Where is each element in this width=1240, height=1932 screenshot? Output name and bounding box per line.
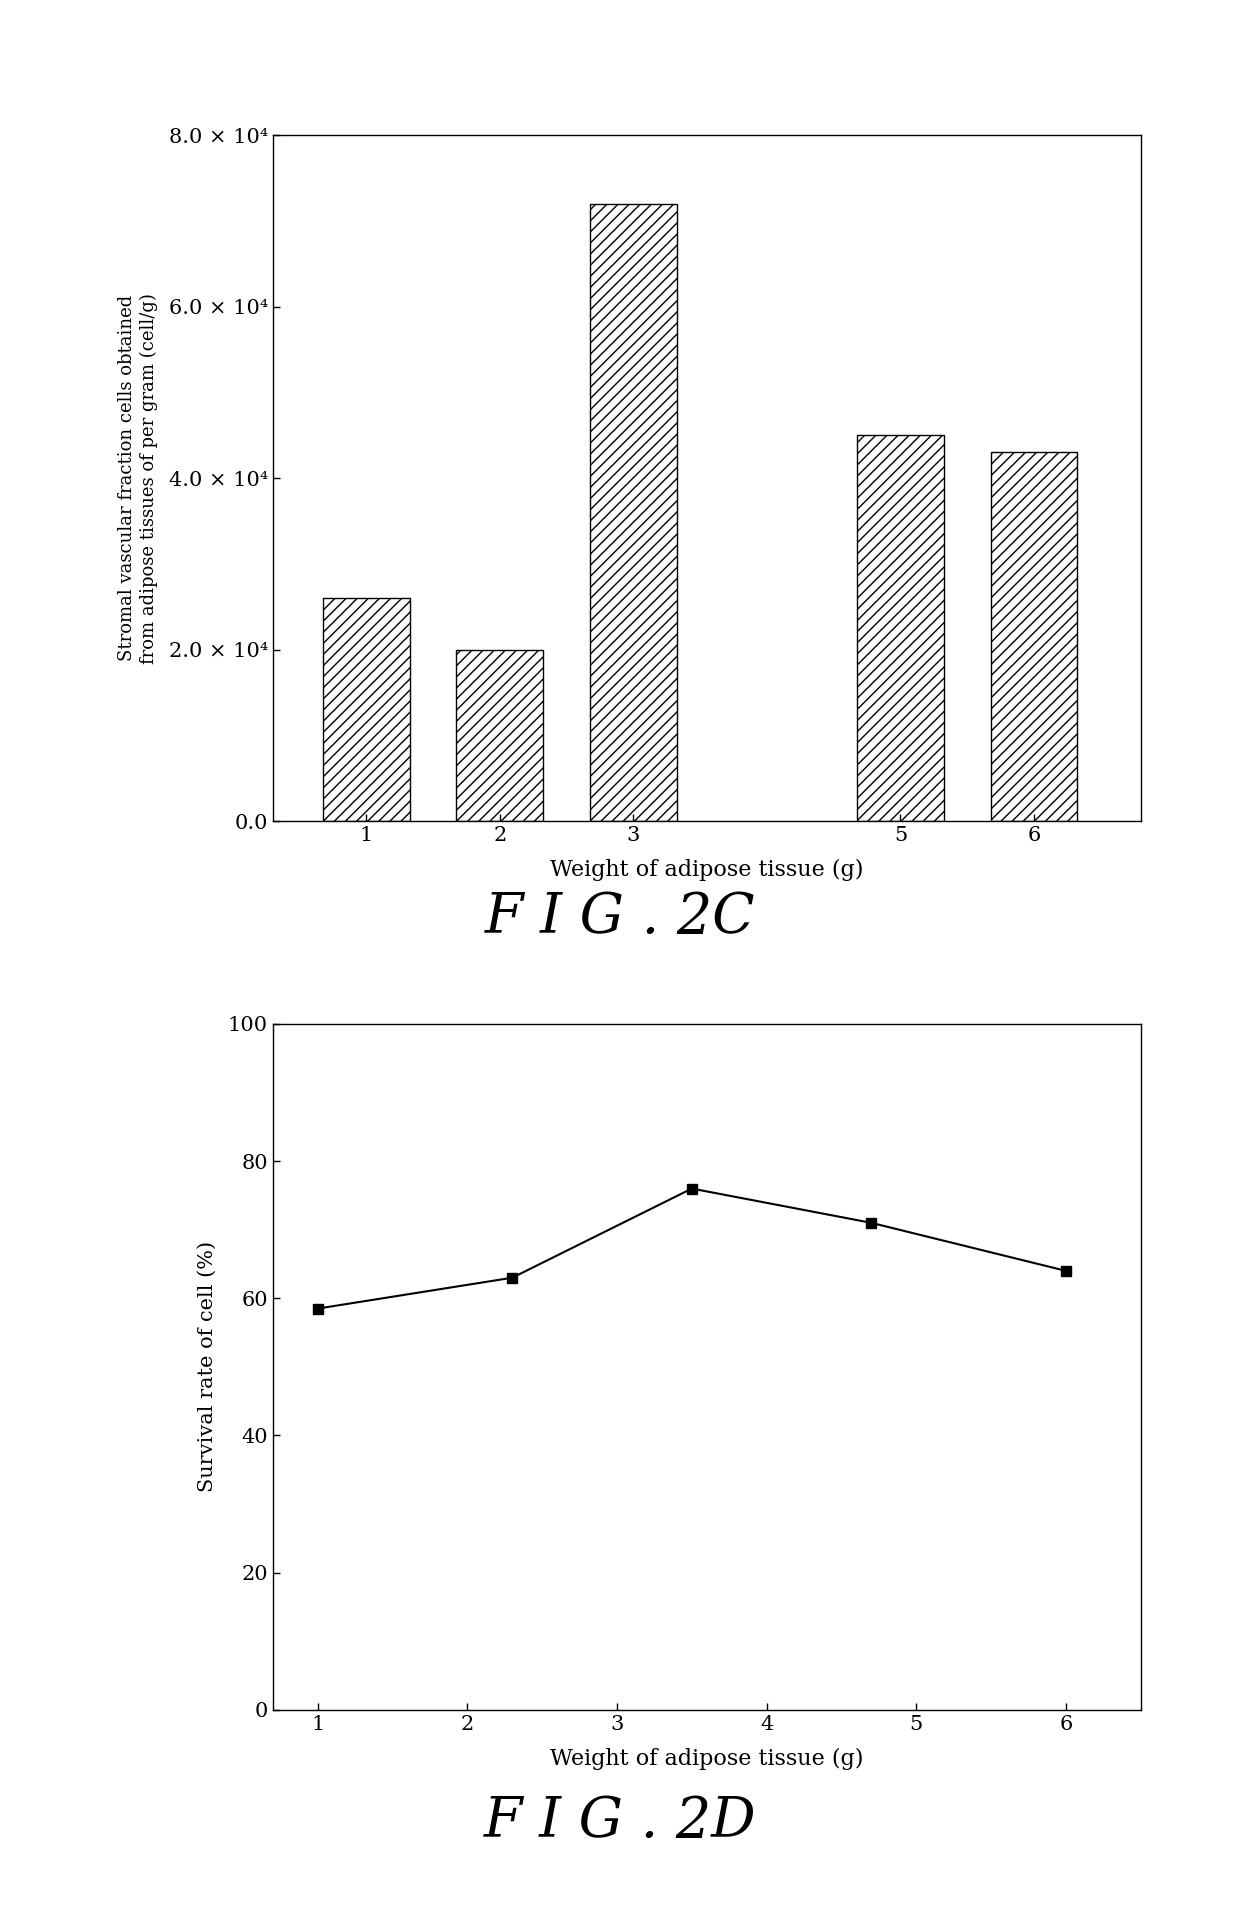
Bar xyxy=(590,203,677,821)
X-axis label: Weight of adipose tissue (g): Weight of adipose tissue (g) xyxy=(551,1748,863,1770)
Bar xyxy=(322,599,409,821)
Bar xyxy=(991,452,1078,821)
Text: F I G . 2C: F I G . 2C xyxy=(485,891,755,945)
Y-axis label: Stromal vascular fraction cells obtained
from adipose tissues of per gram (cell/: Stromal vascular fraction cells obtained… xyxy=(119,294,157,663)
Bar xyxy=(857,435,944,821)
Y-axis label: Survival rate of cell (%): Survival rate of cell (%) xyxy=(197,1242,217,1492)
X-axis label: Weight of adipose tissue (g): Weight of adipose tissue (g) xyxy=(551,860,863,881)
Bar xyxy=(456,649,543,821)
Text: F I G . 2D: F I G . 2D xyxy=(484,1795,756,1849)
